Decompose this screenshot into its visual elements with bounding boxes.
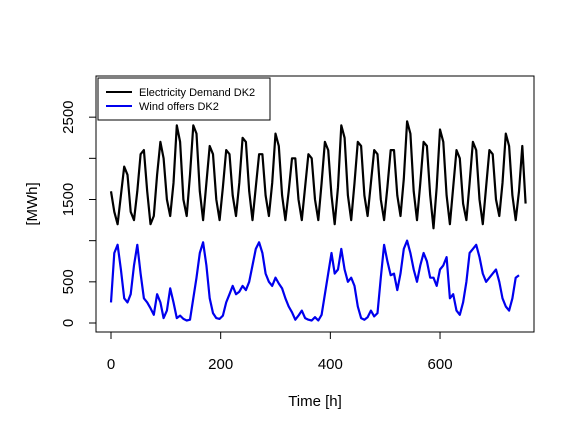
y-tick-label: 500 xyxy=(60,269,77,294)
legend: Electricity Demand DK2 Wind offers DK2 xyxy=(97,77,271,121)
x-axis-label: Time [h] xyxy=(288,393,342,410)
legend-label-wind: Wind offers DK2 xyxy=(139,101,219,113)
series-line-wind xyxy=(109,239,520,322)
x-tick-label: 0 xyxy=(107,356,115,373)
series-line-demand xyxy=(109,120,527,230)
x-tick-label: 200 xyxy=(208,356,233,373)
y-axis: 0 500 1500 2500 xyxy=(60,100,97,327)
legend-box xyxy=(97,77,271,121)
x-tick-label: 600 xyxy=(428,356,453,373)
x-axis: 0 200 400 600 xyxy=(107,331,453,373)
y-tick-label: 2500 xyxy=(60,100,77,133)
y-tick-label: 1500 xyxy=(60,183,77,216)
y-axis-label: [MWh] xyxy=(24,182,41,225)
legend-label-demand: Electricity Demand DK2 xyxy=(139,87,255,99)
y-tick-label: 0 xyxy=(60,319,77,327)
series-layer xyxy=(109,120,527,322)
x-tick-label: 400 xyxy=(318,356,343,373)
